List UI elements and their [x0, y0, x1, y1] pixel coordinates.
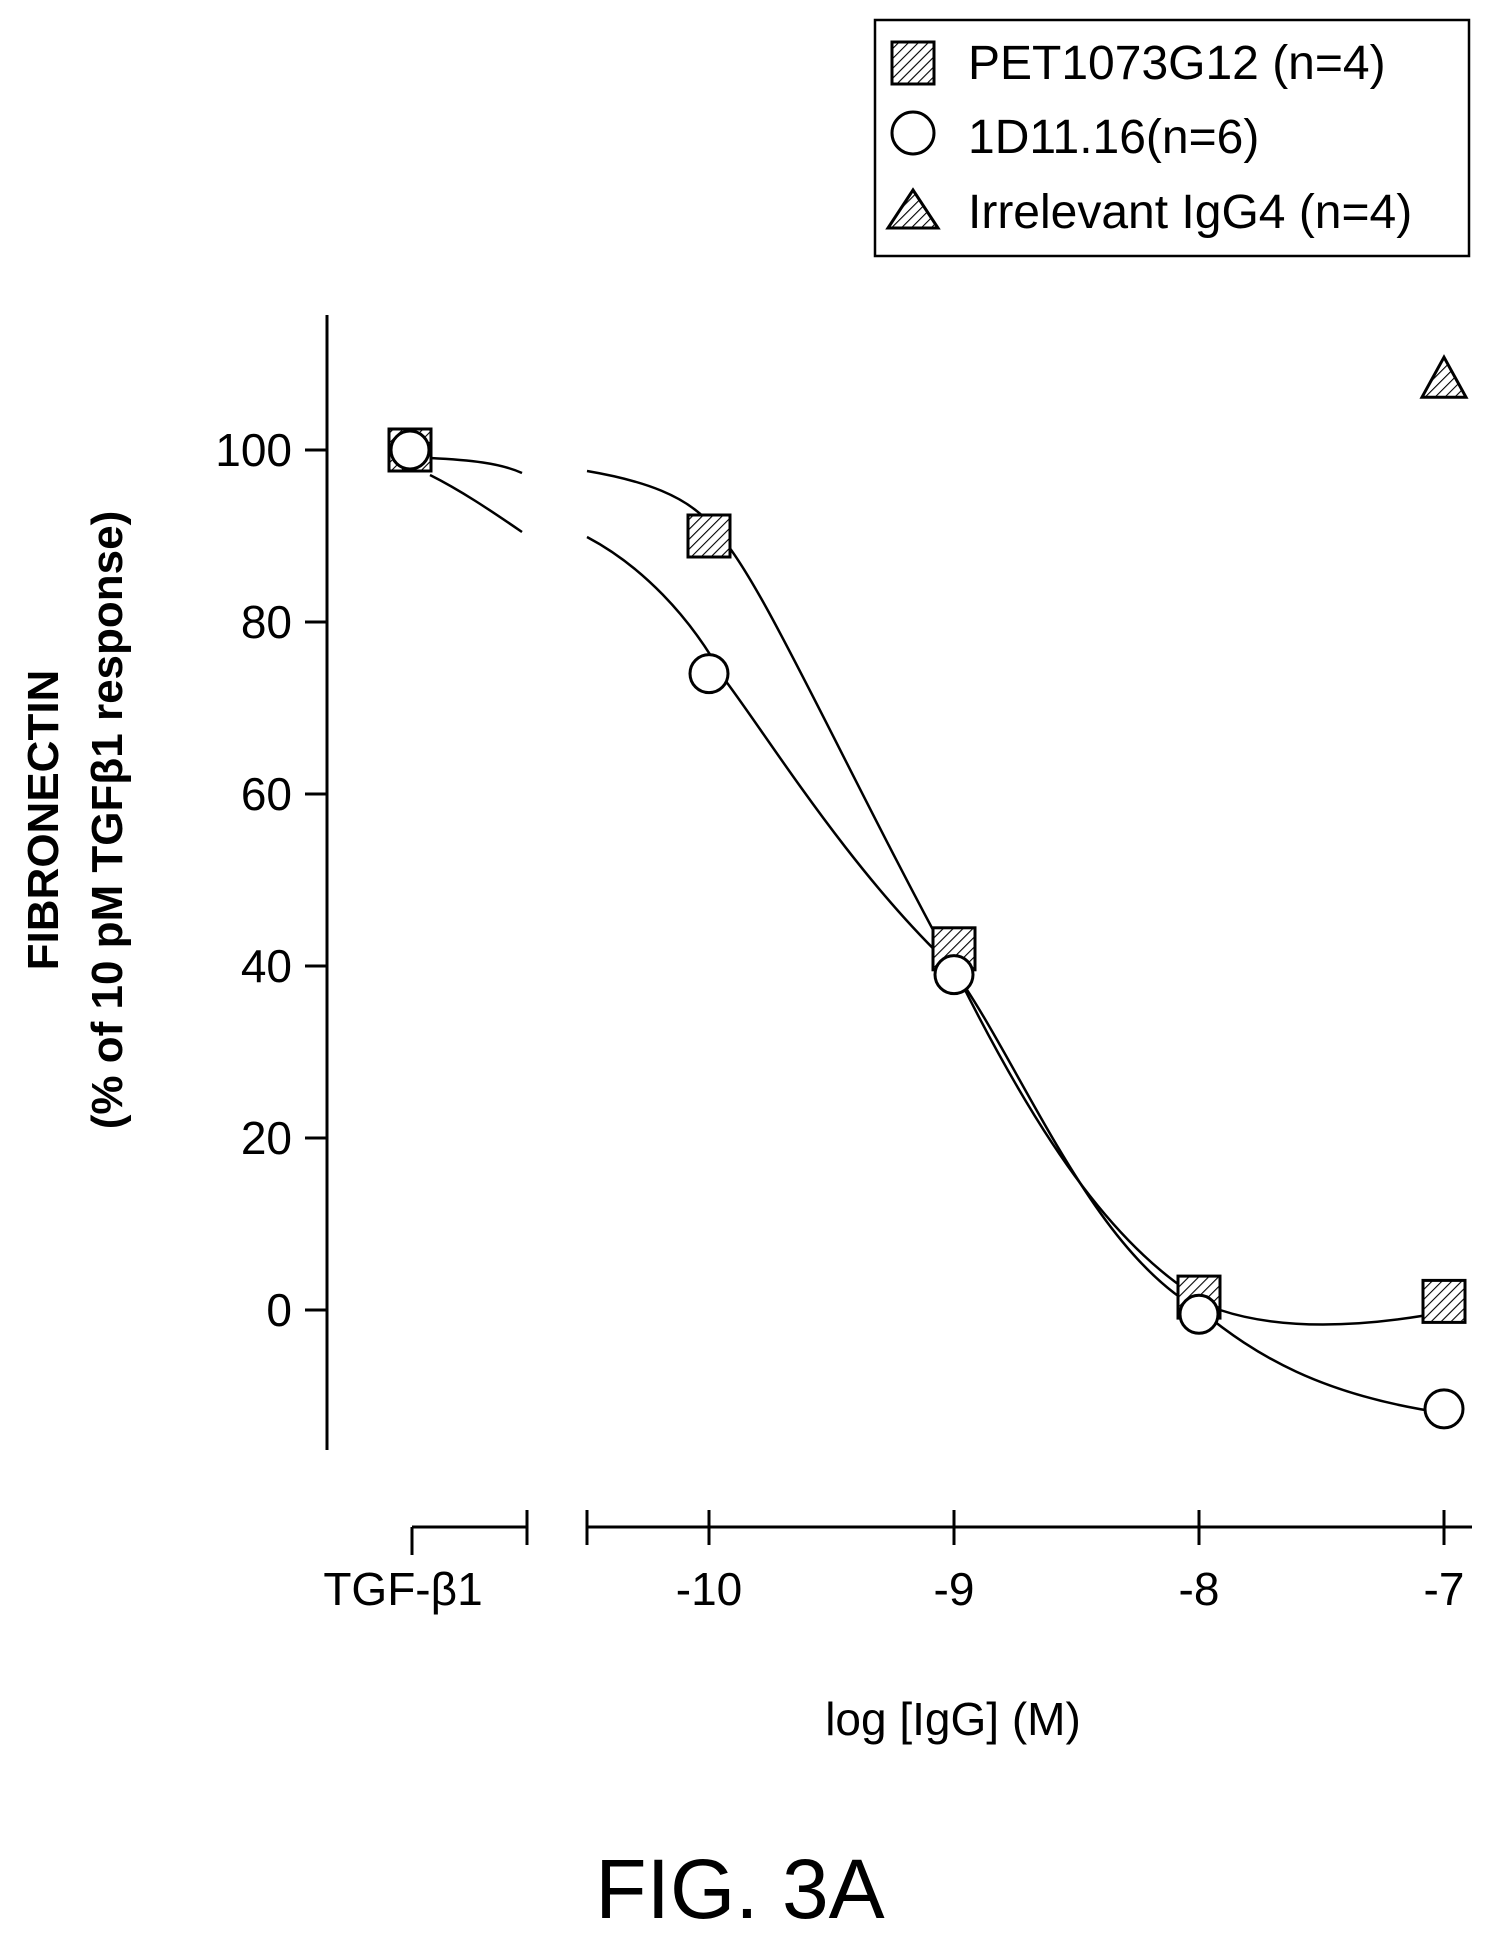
legend-label-2: Irrelevant IgG4 (n=4) [968, 186, 1412, 239]
data-marks [387, 354, 1469, 1430]
x-tick-label-1: -9 [934, 1563, 975, 1615]
x-tick-label-2: -8 [1179, 1563, 1220, 1615]
x-ticks: -10 -9 -8 -7 [676, 1510, 1465, 1615]
legend: PET1073G12 (n=4) 1D11.16(n=6) Irrelevant… [873, 18, 1471, 258]
x-tick-label-3: -7 [1424, 1563, 1465, 1615]
y-tick-label-0: 0 [266, 1284, 292, 1336]
x-axis: -10 -9 -8 -7 log [IgG] (M) [585, 1510, 1472, 1745]
fit-curve-pet1073 [586, 469, 1445, 1326]
y-axis-label-line-1: FIBRONECTIN [19, 670, 68, 971]
legend-box [873, 18, 1471, 258]
fit-curve-pet1073-control-segment [429, 456, 523, 475]
y-ticks: 0 20 40 60 80 100 [215, 424, 327, 1336]
series-1-point-2-marker [1178, 1293, 1220, 1335]
series-1-control-marker [389, 429, 431, 471]
y-axis: 0 20 40 60 80 100 [215, 315, 329, 1450]
fit-curve-1d11-control-segment [429, 473, 523, 534]
y-tick-label-5: 100 [215, 424, 292, 476]
y-axis-label-line-2: (% of 10 pM TGFβ1 response) [83, 511, 132, 1130]
legend-label-1: 1D11.16(n=6) [968, 111, 1259, 164]
legend-label-0: PET1073G12 (n=4) [968, 37, 1386, 90]
series-1-point-1-marker [933, 954, 975, 996]
y-tick-label-1: 20 [241, 1112, 292, 1164]
series-2-point-0-marker [1419, 354, 1469, 399]
y-tick-label-4: 80 [241, 596, 292, 648]
y-tick-label-3: 60 [241, 768, 292, 820]
figure-caption: FIG. 3A [595, 1842, 884, 1936]
control-tick-label: TGF-β1 [323, 1563, 482, 1615]
x-tick-label-0: -10 [676, 1563, 742, 1615]
control-axis: TGF-β1 [323, 1510, 529, 1615]
y-axis-label: FIBRONECTIN (% of 10 pM TGFβ1 response) [19, 511, 132, 1130]
series-0-point-3-marker [1421, 1278, 1467, 1324]
x-axis-title: log [IgG] (M) [825, 1693, 1081, 1745]
legend-circle-marker [890, 110, 936, 156]
series-1-point-0-marker [688, 653, 730, 695]
legend-square-marker [890, 40, 936, 86]
series-1-point-3-marker [1423, 1388, 1465, 1430]
legend-triangle-marker [885, 187, 941, 230]
series-0-point-0-marker [686, 513, 732, 559]
y-tick-label-2: 40 [241, 940, 292, 992]
